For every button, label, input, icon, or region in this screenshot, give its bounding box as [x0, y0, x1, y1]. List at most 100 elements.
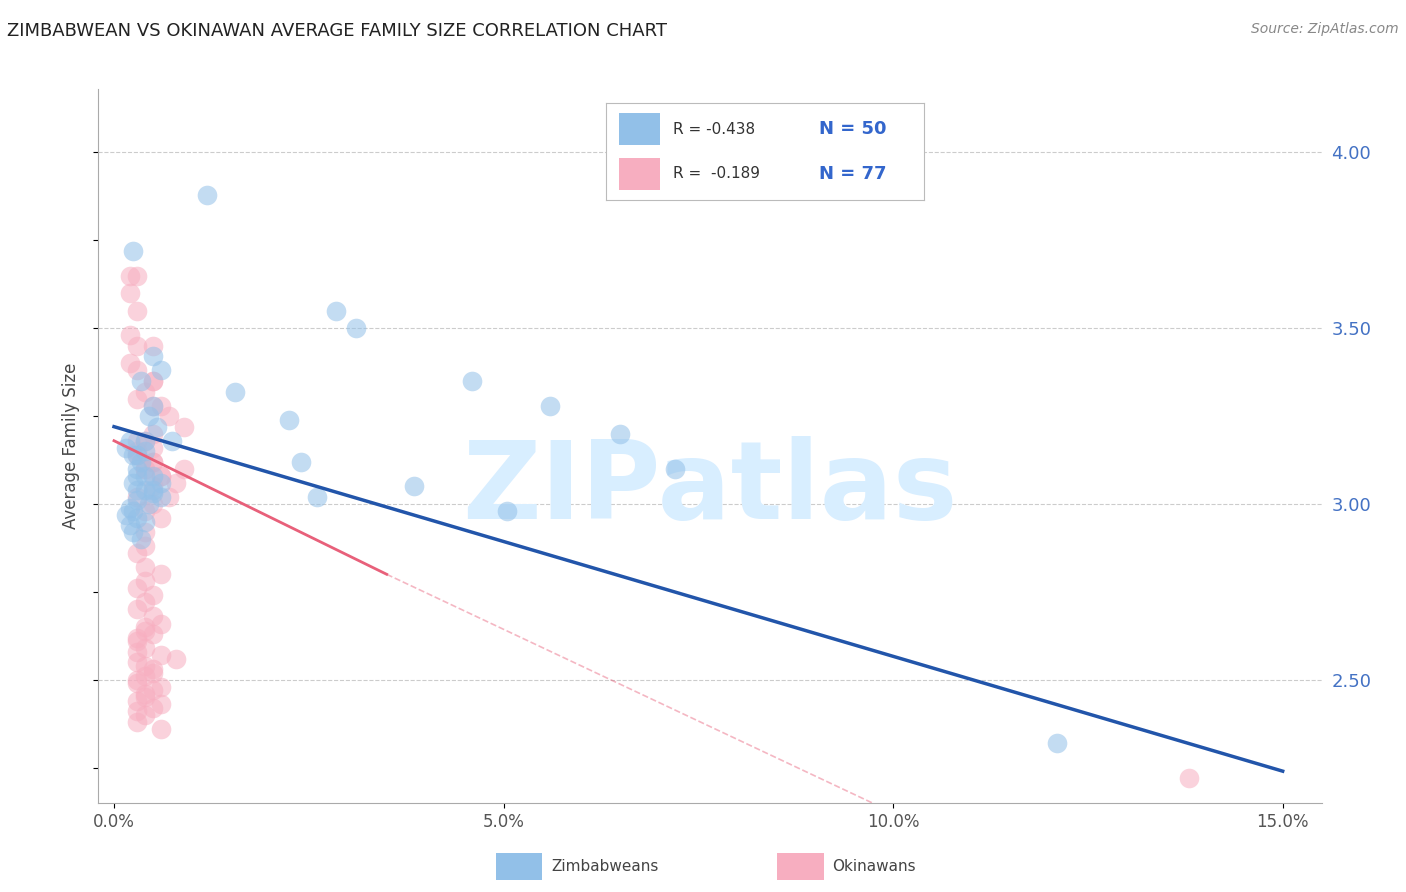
Point [118, 434, 141, 448]
Point [149, 511, 172, 525]
Point [142, 468, 165, 483]
Point [127, 676, 149, 690]
Text: Source: ZipAtlas.com: Source: ZipAtlas.com [1251, 22, 1399, 37]
Point [118, 286, 141, 301]
Point [149, 722, 172, 736]
Point [609, 426, 631, 441]
Point [165, 475, 187, 490]
Point [134, 462, 156, 476]
Point [149, 648, 172, 662]
Point [278, 412, 301, 426]
Point [134, 434, 156, 448]
Point [142, 483, 165, 497]
Point [142, 497, 165, 511]
Point [173, 462, 195, 476]
Point [173, 419, 195, 434]
Point [134, 468, 156, 483]
Point [134, 483, 156, 497]
Point [224, 384, 246, 399]
Point [149, 468, 172, 483]
Point [127, 493, 149, 508]
Point [134, 515, 156, 529]
Point [127, 468, 149, 483]
Point [134, 669, 156, 683]
Point [127, 444, 149, 458]
FancyBboxPatch shape [496, 853, 543, 880]
Point [122, 525, 145, 540]
Point [127, 363, 149, 377]
Point [496, 504, 519, 518]
Point [402, 479, 425, 493]
Point [127, 645, 149, 659]
Point [134, 539, 156, 553]
Point [344, 321, 367, 335]
Point [149, 616, 172, 631]
Point [134, 620, 156, 634]
Point [142, 455, 165, 469]
Point [1046, 736, 1069, 750]
Point [142, 486, 165, 500]
Point [149, 399, 172, 413]
Point [127, 434, 149, 448]
Point [134, 525, 156, 540]
Point [127, 582, 149, 596]
Point [142, 339, 165, 353]
Point [142, 399, 165, 413]
Point [149, 680, 172, 694]
Point [134, 687, 156, 701]
Point [127, 546, 149, 560]
Point [129, 455, 152, 469]
Point [127, 268, 149, 283]
Point [127, 339, 149, 353]
Point [127, 490, 149, 504]
Point [149, 468, 172, 483]
Point [134, 624, 156, 638]
Point [127, 694, 149, 708]
Point [149, 475, 172, 490]
Point [134, 690, 156, 705]
Point [142, 588, 165, 602]
Point [142, 683, 165, 698]
Point [142, 701, 165, 715]
Text: Zimbabweans: Zimbabweans [551, 859, 658, 874]
Point [142, 627, 165, 641]
Point [134, 595, 156, 609]
Point [127, 448, 149, 462]
Point [122, 475, 145, 490]
Point [149, 698, 172, 712]
Point [134, 574, 156, 589]
Point [118, 500, 141, 515]
Point [127, 483, 149, 497]
Point [118, 518, 141, 533]
Point [134, 462, 156, 476]
Point [142, 374, 165, 388]
Point [149, 363, 172, 377]
Point [129, 374, 152, 388]
Point [122, 448, 145, 462]
Point [134, 707, 156, 722]
Point [142, 609, 165, 624]
Text: ZIPatlas: ZIPatlas [463, 436, 957, 541]
Point [129, 532, 152, 546]
Point [664, 462, 686, 476]
Point [127, 511, 149, 525]
Point [122, 244, 145, 258]
Point [127, 602, 149, 616]
Point [138, 409, 160, 424]
Point [1178, 771, 1201, 785]
Point [290, 455, 312, 469]
Point [127, 705, 149, 719]
Point [134, 444, 156, 458]
Point [325, 303, 347, 318]
Point [142, 399, 165, 413]
Point [149, 567, 172, 582]
Point [134, 560, 156, 574]
Point [142, 479, 165, 493]
Point [142, 426, 165, 441]
Point [127, 448, 149, 462]
Point [127, 392, 149, 406]
Point [197, 187, 219, 202]
Point [134, 641, 156, 656]
Point [134, 384, 156, 399]
Point [157, 490, 180, 504]
